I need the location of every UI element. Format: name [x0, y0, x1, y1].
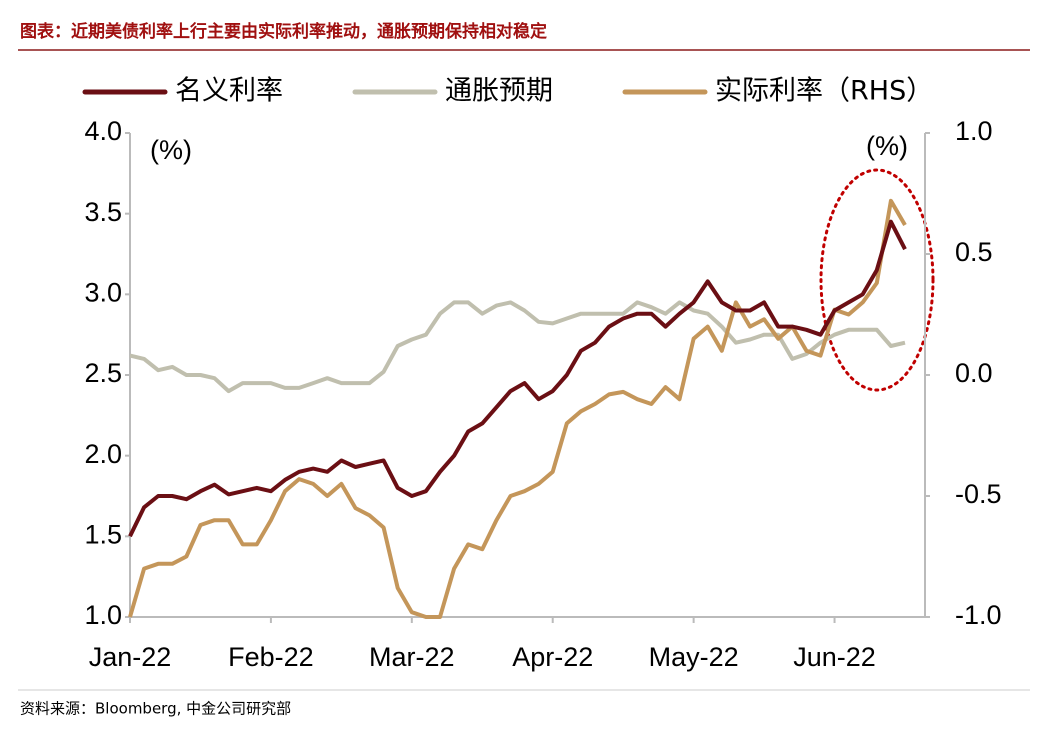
chart-title: 图表：近期美债利率上行主要由实际利率推动，通胀预期保持相对稳定 — [20, 21, 547, 42]
series-line — [129, 300, 906, 394]
y2-tick-label: -0.5 — [955, 479, 1002, 509]
y2-tick-label: -1.0 — [955, 600, 1002, 630]
x-tick-label: Jun-22 — [793, 642, 876, 672]
y-tick-label: 2.5 — [84, 358, 122, 388]
x-tick-label: Mar-22 — [369, 642, 455, 672]
y2-tick-label: 0.5 — [955, 237, 993, 267]
x-tick-label: Jan-22 — [89, 642, 172, 672]
x-tick-label: Apr-22 — [512, 642, 593, 672]
series-line — [128, 219, 907, 538]
y-tick-label: 1.0 — [84, 600, 122, 630]
y-tick-label: 3.5 — [84, 197, 122, 227]
y-tick-label: 2.0 — [84, 439, 122, 469]
legend-label: 名义利率 — [175, 76, 283, 107]
source: 资料来源：Bloomberg, 中金公司研究部 — [20, 700, 291, 718]
y-tick-label: 4.0 — [84, 116, 122, 146]
y2-unit: (%) — [866, 131, 908, 161]
x-tick-label: May-22 — [649, 642, 739, 672]
legend-label: 实际利率（RHS） — [715, 76, 933, 107]
y-tick-label: 1.5 — [84, 519, 122, 549]
series-line — [128, 198, 907, 619]
y2-tick-label: 0.0 — [955, 358, 993, 388]
y-unit: (%) — [150, 135, 192, 165]
y-tick-label: 3.0 — [84, 277, 122, 307]
x-tick-label: Feb-22 — [228, 642, 314, 672]
legend-label: 通胀预期 — [445, 76, 553, 107]
highlight-ellipse — [819, 168, 935, 392]
y2-tick-label: 1.0 — [955, 116, 993, 146]
